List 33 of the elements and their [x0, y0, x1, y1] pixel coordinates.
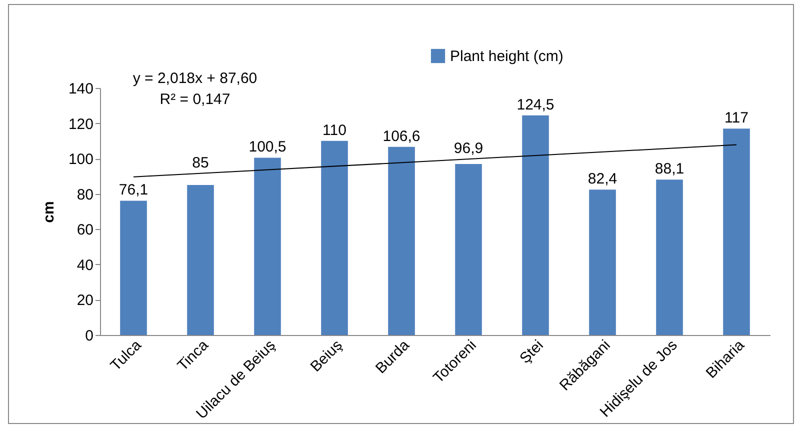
bar	[321, 140, 348, 335]
legend-label: Plant height (cm)	[450, 48, 564, 65]
y-tick-label: 0	[85, 328, 94, 344]
y-tick-label: 20	[76, 292, 94, 310]
data-label: 110	[322, 122, 346, 139]
y-tick-label: 120	[68, 116, 94, 133]
data-label: 124,5	[516, 96, 554, 114]
data-label: 106,6	[382, 128, 420, 145]
data-label: 88,1	[654, 160, 684, 178]
text: y = 2,018x + 87,60	[132, 70, 258, 87]
y-tick-label: 100	[68, 151, 94, 168]
bar	[589, 190, 616, 335]
y-tick-label: 60	[76, 222, 94, 239]
bar	[388, 146, 415, 335]
x-tick-label: Ştei	[516, 336, 547, 368]
annotation: R² = 0,147	[160, 91, 230, 108]
y-tick-label: 80	[76, 186, 94, 204]
bar	[254, 158, 281, 335]
data-label: 117	[724, 110, 748, 127]
data-label: 96,9	[454, 140, 484, 158]
bar	[455, 164, 482, 335]
data-label: 82,4	[588, 170, 618, 188]
data-label: 76,1	[118, 182, 148, 199]
y-tick-label: 140	[68, 80, 94, 98]
bar	[522, 115, 549, 335]
bar	[656, 180, 683, 335]
data-label: 100,5	[248, 138, 286, 156]
bar	[723, 128, 750, 335]
y-axis-title: cm	[40, 201, 58, 223]
y-tick-label: 40	[76, 256, 94, 274]
data-label: 85	[192, 154, 209, 172]
bar	[187, 185, 214, 335]
bar	[120, 200, 147, 335]
